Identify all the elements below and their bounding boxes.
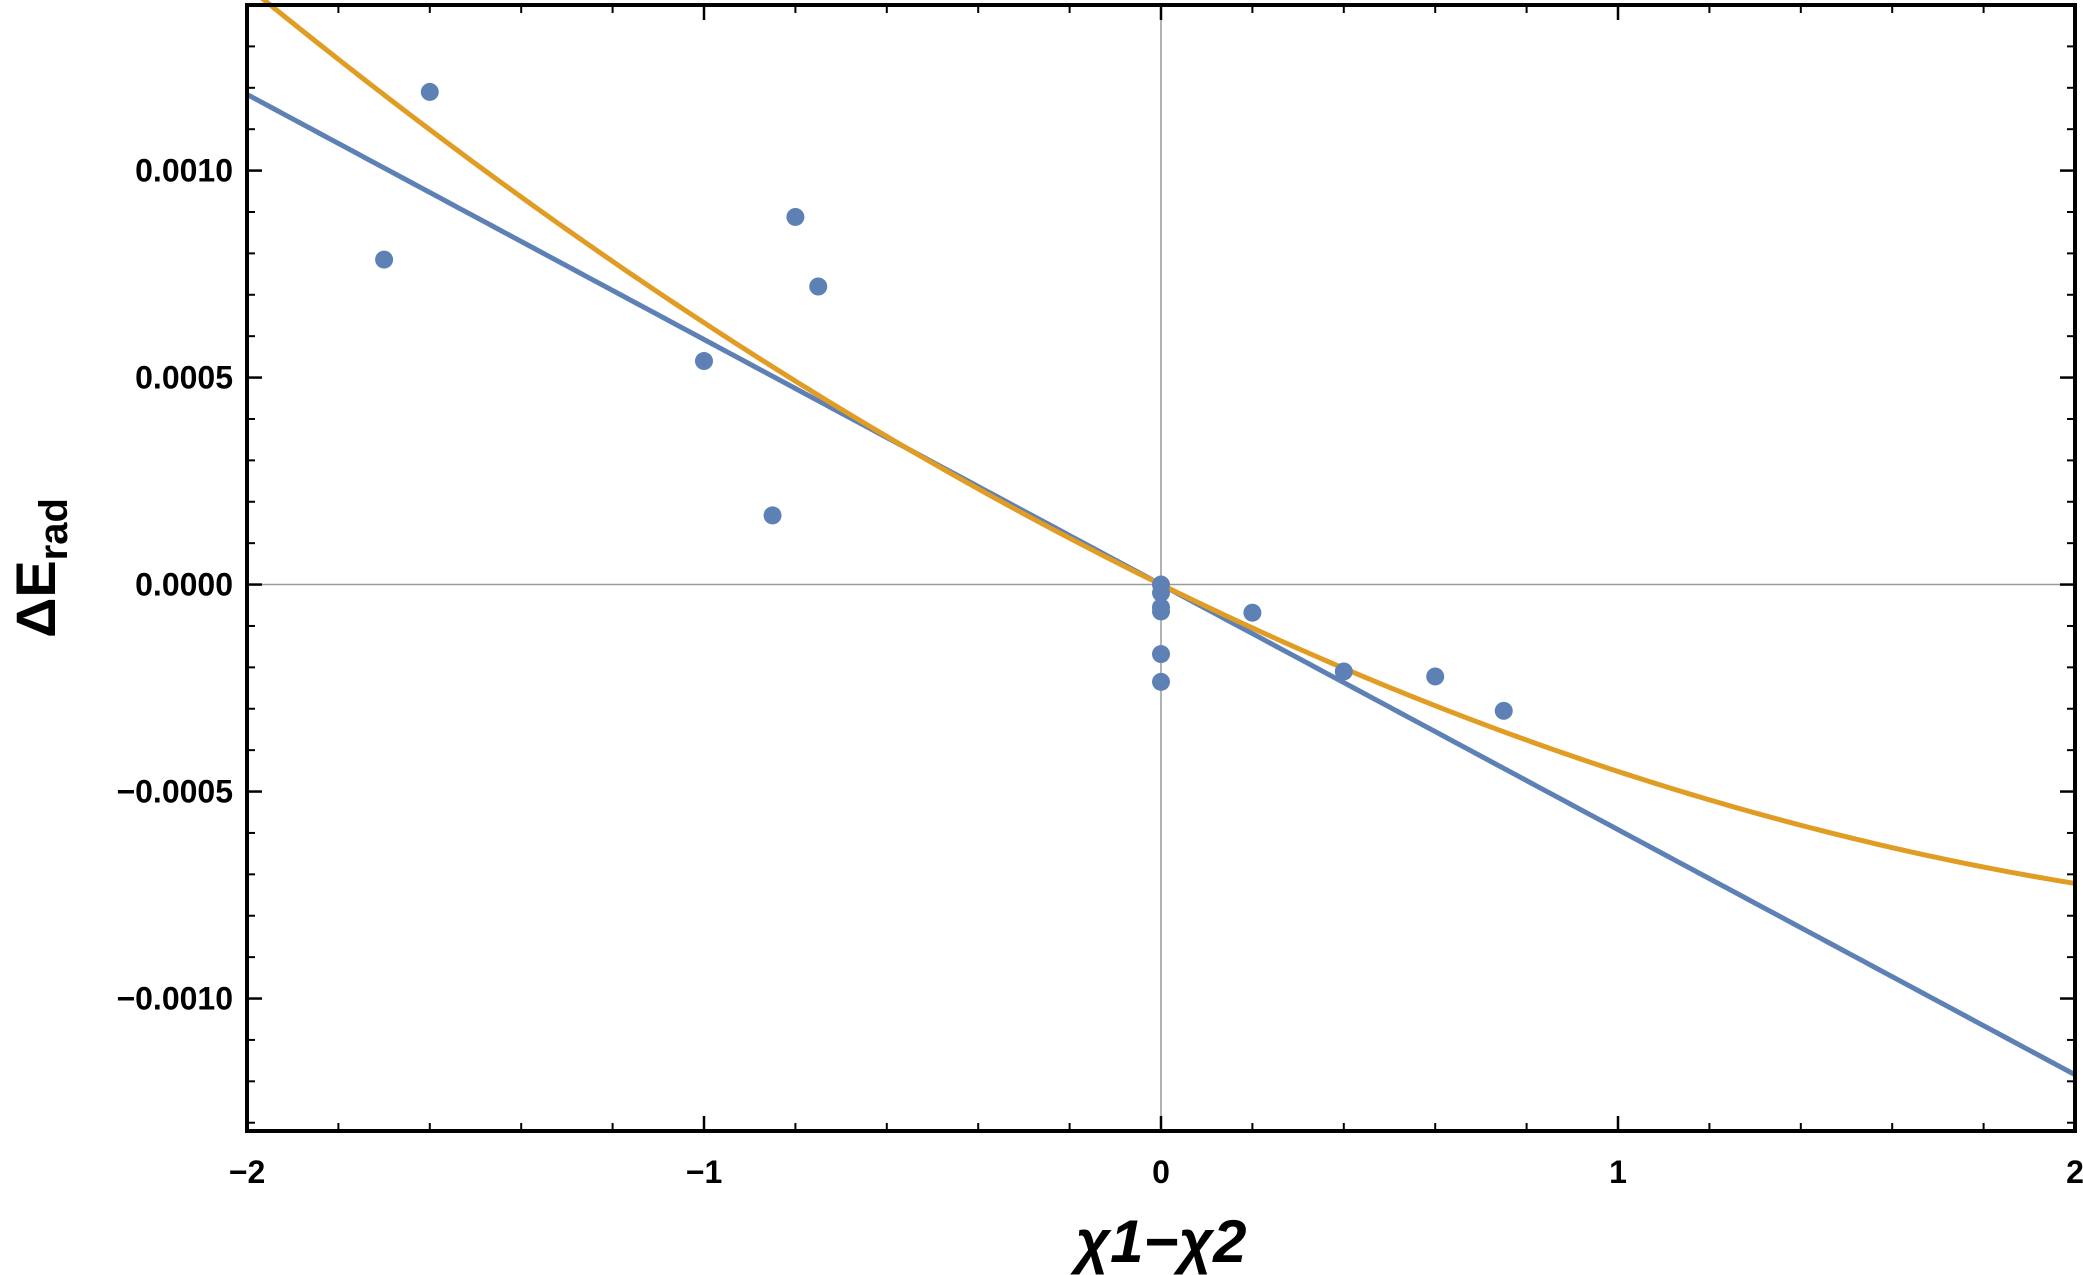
data-points [375,82,1513,720]
plot-frame [245,3,2077,1133]
x-tick-label: 1 [1609,1154,1627,1190]
x-axis-title: χ1−χ2 [1069,1208,1246,1275]
data-point [786,207,805,226]
data-point [1243,603,1262,622]
y-axis-title-sub: rad [32,498,76,560]
data-point [809,277,828,296]
data-point [1152,602,1170,621]
x-tick-label: −2 [229,1154,265,1190]
data-point [1152,645,1170,664]
y-tick-label: 0.0005 [135,360,233,396]
y-tick-labels: 0.0010 0.0005 0.0000 −0.0005 −0.0010 [116,153,233,1017]
data-point [1152,672,1170,691]
data-point [763,506,782,525]
data-point [375,250,394,269]
y-tick-label: 0.0010 [135,153,233,189]
data-point [1152,583,1170,602]
data-point [1426,667,1445,686]
x-tick-label: 2 [2066,1154,2083,1190]
data-point [1494,701,1513,720]
y-tick-label: 0.0000 [135,567,233,603]
x-tick-label: −1 [686,1154,722,1190]
y-axis-title: ΔErad [4,498,76,638]
y-axis-title-main: ΔE [4,560,67,638]
y-tick-label: −0.0010 [116,981,233,1017]
origin-axes [247,5,2075,1131]
x-tick-label: 0 [1152,1154,1170,1190]
data-point [695,352,713,371]
x-tick-labels: −2 −1 0 1 2 [229,1154,2083,1190]
y-tick-label: −0.0005 [116,774,233,810]
data-point [420,82,439,101]
data-point [1334,662,1353,681]
